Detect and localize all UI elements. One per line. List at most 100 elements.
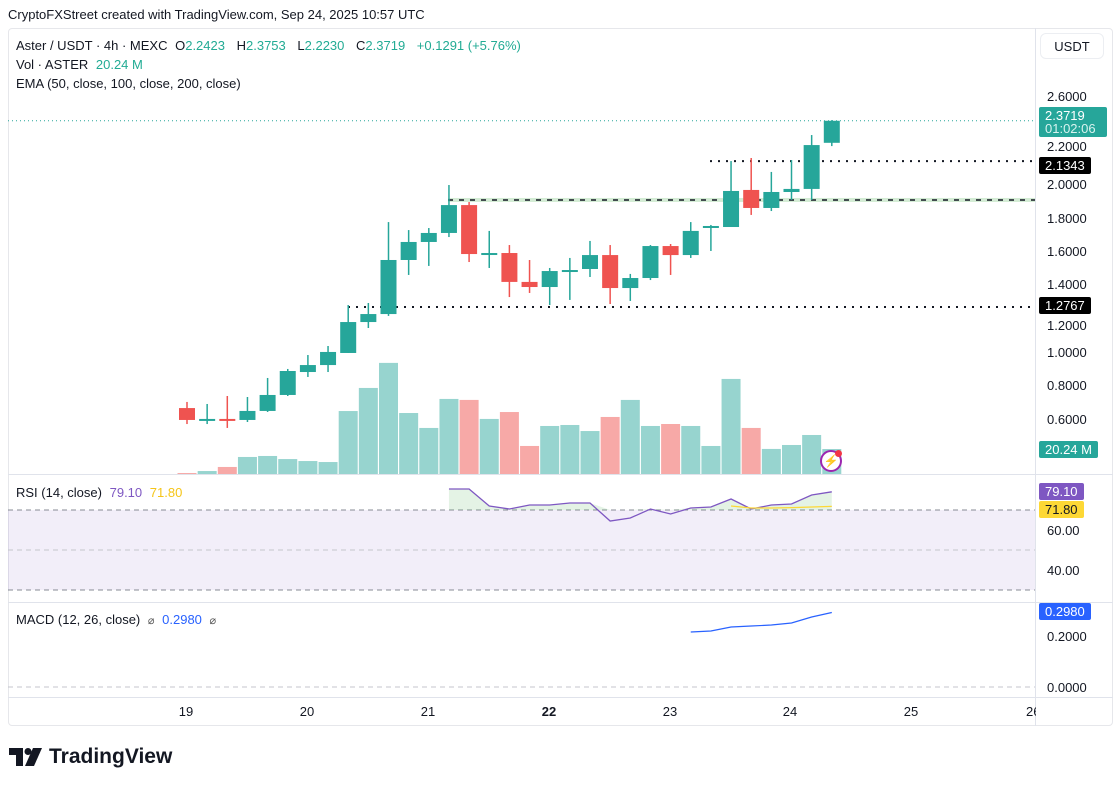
volume-bar — [318, 462, 338, 474]
candle-body — [481, 253, 498, 256]
candle-body — [380, 259, 397, 315]
rsi-ma-tag: 71.80 — [1039, 501, 1084, 518]
chart-credit: CryptoFXStreet created with TradingView.… — [8, 7, 425, 22]
open-number: 2.2423 — [185, 38, 225, 53]
volume-label: Vol · ASTER — [16, 57, 89, 72]
candle-body — [501, 253, 518, 282]
time-tick: 19 — [178, 704, 194, 719]
volume-bar — [701, 445, 721, 474]
price-tick: 1.0000 — [1047, 345, 1087, 360]
volume-bar — [217, 466, 237, 474]
macd-signal-na-icon: ⌀ — [209, 615, 217, 627]
price-tick: 1.6000 — [1047, 244, 1087, 259]
volume-bar — [600, 416, 620, 474]
volume-bar — [358, 387, 378, 474]
candle-body — [743, 189, 760, 208]
ema-legend[interactable]: EMA (50, close, 100, close, 200, close) — [16, 76, 241, 91]
volume-bar — [560, 424, 580, 474]
volume-bar — [298, 461, 318, 474]
volume-bar — [782, 444, 801, 474]
last-price: 2.3719 — [1045, 108, 1085, 123]
level-low-tag: 1.2767 — [1039, 297, 1091, 314]
volume-bar — [278, 459, 298, 474]
volume-bar — [338, 411, 358, 474]
volume-bar — [741, 427, 761, 474]
time-tick: 20 — [299, 704, 315, 719]
close-number: 2.3719 — [365, 38, 406, 53]
macd-na-icon: ⌀ — [147, 615, 155, 627]
macd-tick: 0.2000 — [1047, 629, 1087, 644]
level-highlight — [448, 197, 1035, 202]
candle-body — [279, 371, 296, 395]
candle-body — [239, 410, 256, 420]
volume-bar — [479, 418, 499, 474]
rsi-overbought-fill — [448, 489, 832, 510]
volume-bar — [439, 398, 459, 474]
rsi-tag: 79.10 — [1039, 483, 1084, 500]
open-value: O2.2423 — [175, 38, 229, 53]
candle-body — [602, 255, 619, 289]
candle-body — [340, 322, 357, 353]
volume-bar — [802, 434, 822, 474]
candle-body — [360, 314, 377, 323]
symbol-name[interactable]: Aster / USDT · 4h · MEXC — [16, 38, 168, 53]
volume-tag: 20.24 M — [1039, 441, 1098, 458]
candle-body — [179, 408, 195, 420]
price-tick: 2.6000 — [1047, 89, 1087, 104]
candle-body — [420, 232, 437, 242]
volume-bar — [499, 412, 519, 474]
rsi-line — [448, 488, 832, 522]
candle-body — [642, 246, 659, 279]
macd-value: 0.2980 — [162, 612, 202, 627]
candle-body — [320, 351, 337, 366]
candle-body — [259, 394, 276, 411]
volume-bar — [661, 424, 681, 474]
tradingview-logo-icon — [9, 748, 42, 766]
volume-bar — [540, 425, 560, 474]
volume-bar — [640, 425, 660, 474]
volume-bar — [681, 425, 701, 474]
macd-tick: 0.0000 — [1047, 680, 1087, 695]
rsi-legend[interactable]: RSI (14, close) 79.10 71.80 — [16, 485, 186, 500]
chart-frame[interactable] — [8, 28, 1113, 726]
volume-bar — [580, 431, 600, 474]
currency-button[interactable]: USDT — [1040, 33, 1104, 59]
last-price-tag: 2.3719 01:02:06 — [1039, 107, 1107, 137]
volume-bar — [761, 448, 781, 474]
brand-name: TradingView — [49, 745, 173, 768]
candle-body — [400, 241, 417, 260]
volume-value: 20.24 M — [95, 57, 143, 72]
high-number: 2.3753 — [246, 38, 286, 53]
price-tick: 1.8000 — [1047, 211, 1087, 226]
close-label: C — [356, 38, 366, 53]
low-number: 2.2230 — [304, 38, 345, 53]
price-tick: 1.2000 — [1047, 318, 1087, 333]
rsi-ma-line — [730, 505, 832, 509]
level-high-tag: 2.1343 — [1039, 157, 1091, 174]
macd-legend[interactable]: MACD (12, 26, close) ⌀ 0.2980 ⌀ — [16, 612, 220, 627]
time-tick: 25 — [903, 704, 919, 719]
rsi-ma-value: 71.80 — [149, 485, 183, 500]
notification-dot-icon — [835, 450, 842, 457]
price-tick: 0.6000 — [1047, 412, 1087, 427]
candle-body — [723, 190, 740, 228]
rsi-title: RSI (14, close) — [16, 485, 102, 500]
volume-bar — [197, 471, 217, 474]
candle-body — [823, 120, 840, 143]
price-tick: 0.8000 — [1047, 378, 1087, 393]
time-tick: 21 — [420, 704, 436, 719]
rsi-tick: 40.00 — [1047, 563, 1080, 578]
candle-body — [440, 205, 457, 233]
candle-body — [622, 278, 639, 289]
volume-legend[interactable]: Vol · ASTER 20.24 M — [16, 57, 147, 72]
symbol-legend: Aster / USDT · 4h · MEXC O2.2423 H2.3753… — [16, 38, 525, 53]
low-label: L — [297, 38, 305, 53]
volume-bar — [237, 456, 257, 474]
candle-body — [299, 365, 316, 373]
tradingview-logo[interactable]: TradingView — [9, 745, 172, 769]
time-tick: 24 — [782, 704, 798, 719]
candle-body — [763, 191, 780, 208]
macd-title: MACD (12, 26, close) — [16, 612, 141, 627]
time-tick: 26 — [1026, 704, 1036, 719]
